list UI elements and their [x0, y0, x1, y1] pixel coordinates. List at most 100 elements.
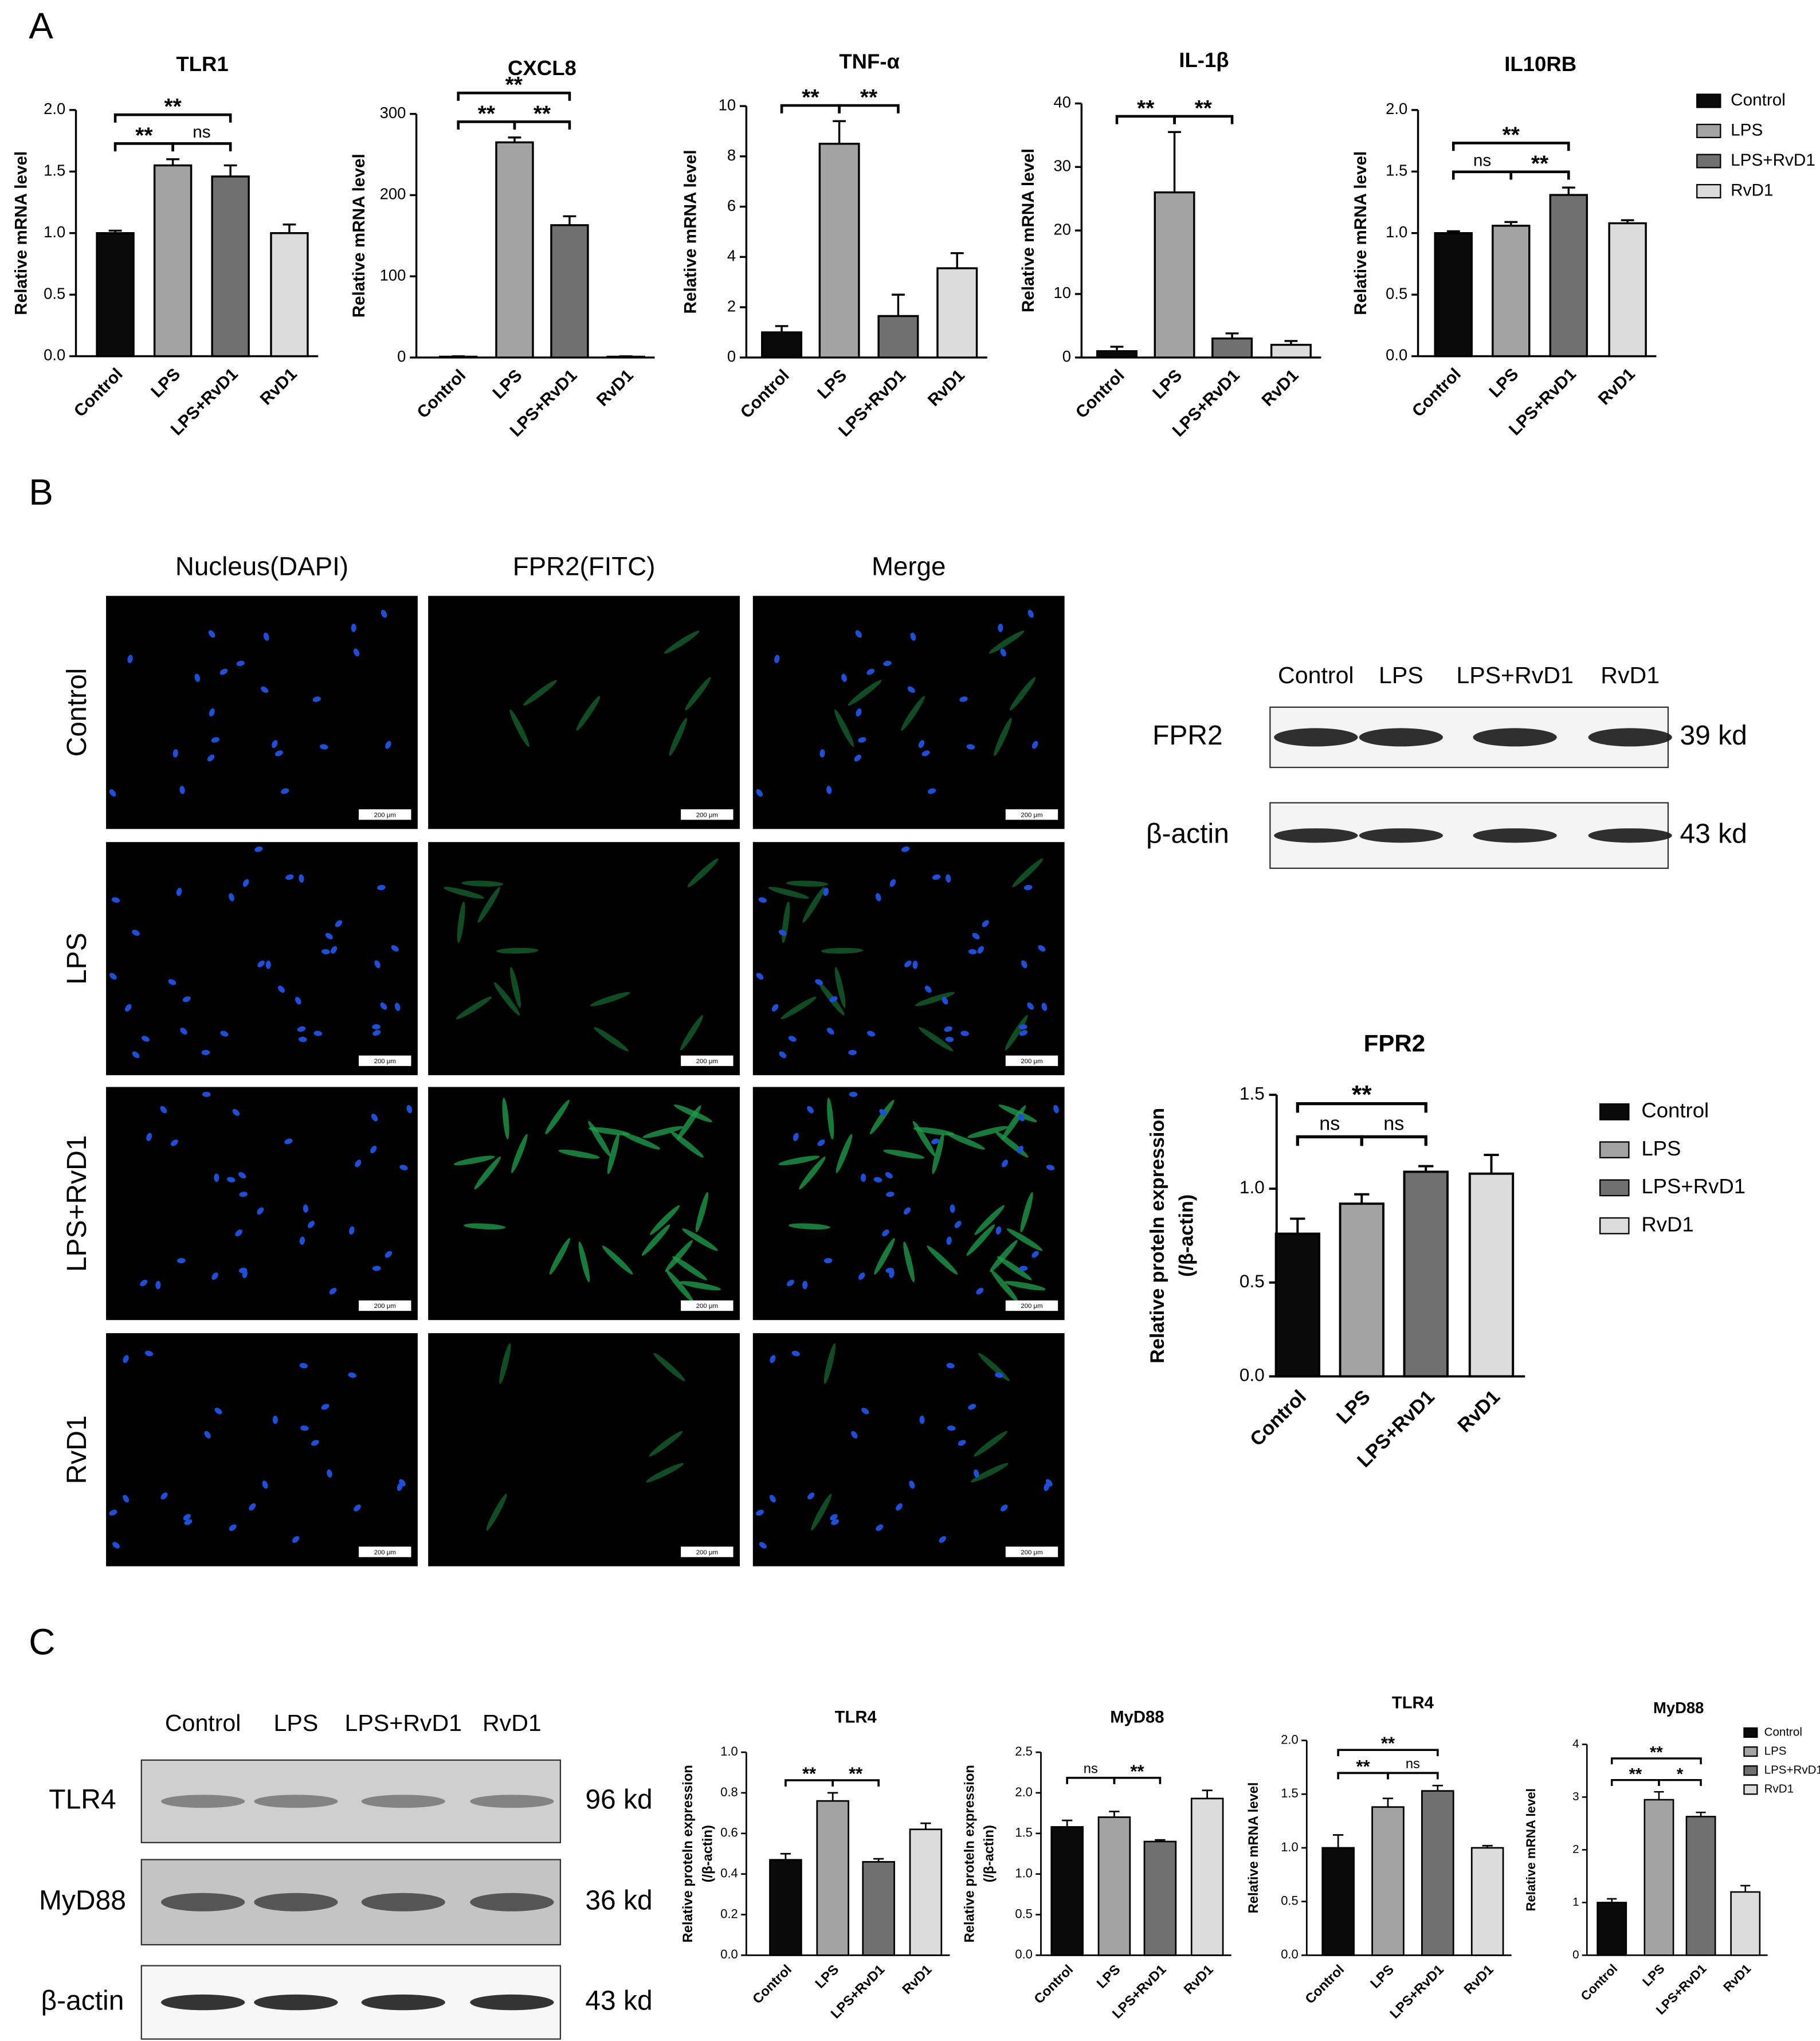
- y-tick-label: 40: [1054, 93, 1071, 111]
- nucleus: [946, 1236, 952, 1245]
- nucleus: [184, 1519, 193, 1525]
- legend-swatch: [1599, 1179, 1630, 1197]
- error-bar: [1333, 1834, 1344, 1848]
- nucleus: [942, 997, 948, 1005]
- scale-bar: [1005, 1055, 1058, 1066]
- cell: [915, 992, 955, 1006]
- nucleus: [331, 946, 338, 954]
- y-axis-label: (/β-actin): [1175, 1194, 1197, 1277]
- blot-band: [1588, 728, 1672, 747]
- nucleus: [144, 1350, 154, 1357]
- nucleus: [219, 668, 228, 675]
- error-bar: [1290, 1217, 1305, 1234]
- bar: [1270, 343, 1312, 359]
- y-tick-label: 2.5: [1015, 1744, 1032, 1758]
- legend-label: Control: [1731, 91, 1786, 109]
- bar: [816, 1800, 849, 1956]
- cell: [874, 1237, 895, 1275]
- nucleus: [946, 1363, 955, 1369]
- nucleus: [160, 1106, 167, 1114]
- y-tick-label: 0.5: [1281, 1893, 1298, 1907]
- cell: [687, 858, 719, 887]
- scale-bar-label: 200 μm: [696, 1058, 718, 1065]
- nucleus: [292, 1535, 300, 1543]
- y-tick-label: 1.5: [1281, 1786, 1298, 1800]
- nucleus: [974, 1469, 979, 1478]
- cell: [802, 887, 825, 923]
- legend-label: RvD1: [1764, 1783, 1794, 1796]
- error-bar: [563, 215, 576, 225]
- row-label: RvD1: [62, 1415, 92, 1484]
- nucleus: [1000, 648, 1006, 657]
- nucleus: [867, 1031, 876, 1037]
- bar: [1274, 1232, 1320, 1378]
- lane-label: Control: [165, 1710, 241, 1736]
- micrograph: 200 μm: [106, 1333, 418, 1566]
- error-bar: [1562, 186, 1575, 195]
- nucleus: [235, 1229, 242, 1237]
- nucleus: [823, 887, 829, 896]
- nucleus: [1038, 945, 1046, 952]
- significance-bracket: [113, 113, 232, 123]
- cell: [823, 1343, 836, 1384]
- error-bar: [1432, 1784, 1443, 1791]
- row-label: LPS+RvD1: [62, 1135, 92, 1272]
- nucleus: [311, 1440, 319, 1446]
- bar: [1685, 1816, 1716, 1956]
- nucleus: [919, 1415, 925, 1424]
- significance-bracket: [1360, 1135, 1427, 1146]
- nucleus: [756, 1510, 764, 1516]
- y-tick-label: 2.0: [44, 100, 65, 117]
- nucleus: [932, 874, 941, 880]
- cell: [1020, 1192, 1033, 1233]
- cell: [682, 1228, 718, 1251]
- cell: [558, 1149, 600, 1159]
- scale-bar-label: 200 μm: [374, 812, 396, 818]
- bar: [1403, 1170, 1449, 1378]
- nucleus: [146, 1133, 152, 1141]
- cell: [1005, 1014, 1028, 1051]
- error-bar: [108, 229, 122, 233]
- nucleus: [242, 879, 249, 887]
- micrograph-background: [428, 842, 740, 1075]
- bar: [1597, 1902, 1627, 1956]
- cell: [966, 1224, 995, 1256]
- bar: [96, 232, 135, 358]
- nucleus: [274, 750, 283, 757]
- scale-bar: [1005, 809, 1058, 820]
- nucleus: [391, 945, 399, 952]
- nucleus: [207, 754, 215, 762]
- legend-label: LPS+RvD1: [1641, 1174, 1746, 1198]
- error-bar: [1740, 1885, 1751, 1892]
- nucleus: [125, 1004, 132, 1012]
- blot-size-label: 43 kd: [585, 1985, 652, 2016]
- nucleus: [788, 1036, 797, 1042]
- blot-band: [1473, 728, 1557, 747]
- nucleus: [381, 609, 387, 618]
- nucleus: [299, 1036, 307, 1043]
- cell: [799, 1156, 826, 1190]
- y-axis-label: Relative mRNA level: [1524, 1788, 1538, 1911]
- cell: [493, 982, 520, 1016]
- cell: [444, 887, 485, 899]
- nucleus: [982, 920, 989, 927]
- significance-bracket: [1452, 142, 1570, 151]
- y-tick-label: 0.5: [1386, 284, 1407, 302]
- bar: [1154, 191, 1195, 359]
- nucleus: [976, 1287, 984, 1295]
- bar: [153, 164, 193, 358]
- legend-label: LPS: [1731, 120, 1763, 139]
- y-axis-label: Relative mRNA level: [1351, 151, 1370, 315]
- micrograph-background: [106, 1333, 418, 1566]
- nucleus: [823, 1257, 833, 1264]
- scale-bar-label: 200 μm: [374, 1303, 396, 1310]
- error-bar: [1284, 340, 1298, 345]
- error-bar: [1354, 1193, 1370, 1204]
- error-bar: [1621, 219, 1634, 224]
- nucleus: [170, 1139, 178, 1146]
- legend-label: LPS+RvD1: [1764, 1764, 1820, 1777]
- nucleus: [372, 1030, 381, 1036]
- y-tick-label: 6: [727, 197, 736, 214]
- nucleus: [209, 708, 215, 717]
- nucleus: [904, 1207, 911, 1215]
